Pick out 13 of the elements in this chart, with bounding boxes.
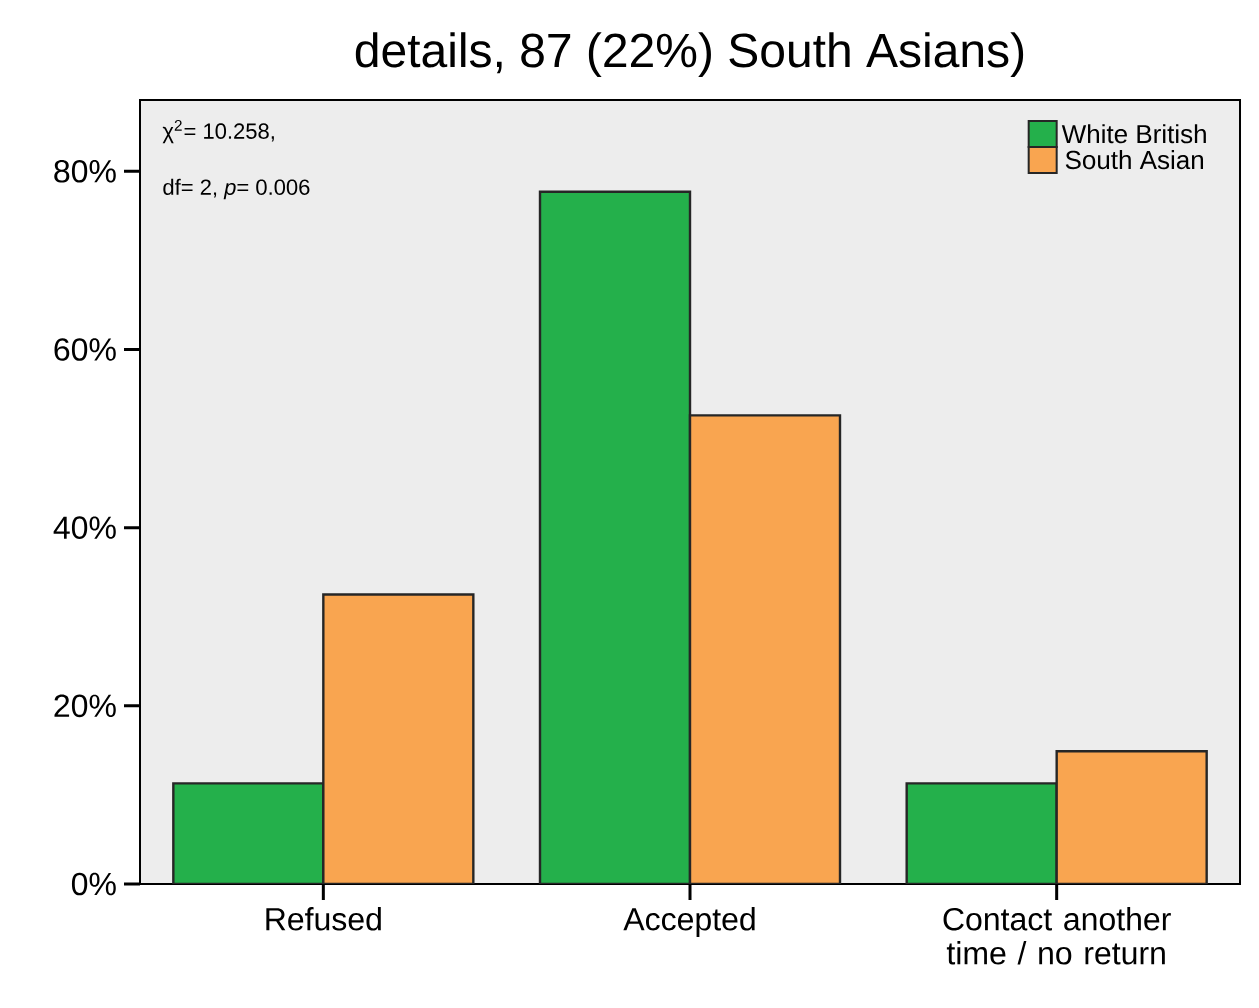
y-tick-label: 0% [71, 872, 116, 896]
chart-title: details, 87 (22%) South Asians) [355, 32, 1024, 77]
y-tick-label: 20% [54, 694, 116, 718]
annotation: χ$^{2}$= 10.258, [162, 119, 274, 144]
legend-label: South Asian [1065, 150, 1204, 170]
annotation: df= 2, p= 0.006 [163, 178, 310, 200]
y-tick-label: 60% [54, 338, 116, 361]
x-tick-label: Contact another time / no return [943, 907, 1171, 965]
y-tick-label: 40% [53, 516, 116, 539]
x-tick-label: Refused [266, 907, 381, 931]
x-tick-label: Accepted [623, 907, 755, 937]
y-tick-label: 80% [54, 159, 116, 183]
legend-label: White British [1061, 124, 1206, 144]
